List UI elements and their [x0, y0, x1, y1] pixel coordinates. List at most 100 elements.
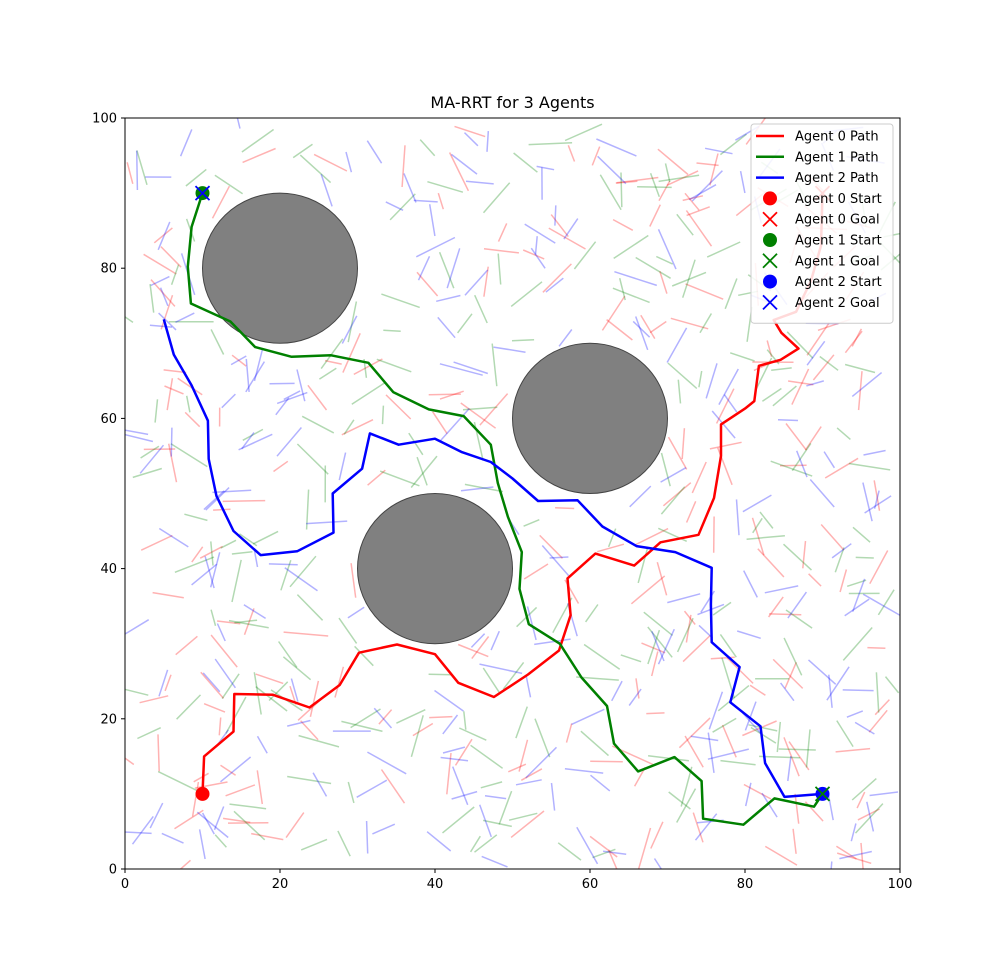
tree-branch-agent-1 — [482, 667, 501, 695]
tree-branch-agent-1 — [457, 313, 473, 334]
tree-branch-agent-0 — [691, 461, 707, 494]
tree-branch-agent-2 — [484, 795, 507, 800]
tree-branch-agent-2 — [705, 363, 718, 399]
tree-branch-agent-2 — [667, 593, 701, 604]
tree-branch-agent-1 — [680, 766, 693, 807]
legend: Agent 0 Path Agent 1 Path Agent 2 Path Agen… — [750, 123, 894, 324]
tree-branch-agent-1 — [667, 362, 698, 390]
tree-branch-agent-0 — [341, 419, 374, 436]
y-tick-label: 60 — [100, 412, 117, 427]
y-tick-label: 80 — [100, 262, 117, 277]
tree-branch-agent-2 — [842, 689, 874, 692]
tree-branch-agent-2 — [135, 150, 139, 191]
tree-branch-agent-2 — [545, 277, 564, 293]
tree-branch-agent-2 — [741, 712, 762, 735]
tree-branch-agent-1 — [523, 519, 540, 527]
tree-branch-agent-0 — [353, 358, 383, 376]
tree-branch-agent-2 — [213, 806, 225, 831]
tree-branch-agent-2 — [525, 674, 532, 698]
tree-branch-agent-1 — [746, 534, 785, 540]
tree-branch-agent-2 — [634, 316, 649, 351]
tree-branch-agent-1 — [252, 530, 279, 545]
tree-branch-agent-0 — [166, 378, 174, 411]
tree-branch-agent-0 — [194, 781, 228, 789]
tree-branch-agent-1 — [318, 367, 337, 380]
tree-branch-agent-0 — [255, 673, 284, 685]
tree-branch-agent-2 — [385, 201, 404, 211]
tree-branch-agent-0 — [218, 717, 222, 736]
tree-branch-agent-1 — [783, 637, 803, 676]
tree-branch-agent-1 — [676, 213, 694, 236]
tree-branch-agent-0 — [709, 153, 719, 186]
tree-branch-agent-0 — [589, 835, 618, 858]
tree-branch-agent-0 — [591, 146, 601, 166]
tree-branch-agent-2 — [823, 451, 836, 469]
tree-branch-agent-0 — [454, 125, 486, 138]
tree-branch-agent-1 — [185, 395, 191, 413]
tree-branch-agent-1 — [785, 609, 813, 629]
tree-branch-agent-0 — [692, 812, 704, 843]
tree-branch-agent-1 — [157, 770, 198, 792]
tree-branch-agent-2 — [873, 490, 880, 509]
tree-branch-agent-2 — [478, 804, 493, 838]
tree-branch-agent-2 — [437, 316, 456, 339]
tree-branch-agent-0 — [200, 671, 225, 699]
tree-branch-agent-1 — [637, 185, 672, 189]
tree-branch-agent-0 — [412, 722, 434, 737]
tree-branch-agent-1 — [268, 681, 289, 702]
tree-branch-agent-1 — [221, 673, 240, 700]
tree-branch-agent-0 — [550, 214, 569, 238]
tree-branch-agent-1 — [846, 579, 867, 588]
tree-branch-agent-2 — [844, 598, 870, 617]
tree-branch-agent-1 — [658, 174, 700, 183]
tree-branch-agent-0 — [615, 180, 638, 184]
tree-branch-agent-1 — [778, 748, 816, 751]
tree-branch-agent-0 — [684, 192, 700, 211]
tree-branch-agent-2 — [159, 287, 169, 307]
tree-branch-agent-1 — [231, 559, 242, 603]
tree-branch-agent-1 — [854, 803, 884, 834]
tree-branch-agent-2 — [158, 312, 177, 331]
tree-branch-agent-1 — [379, 470, 420, 487]
tree-branch-agent-2 — [515, 779, 542, 786]
tree-branch-agent-1 — [706, 241, 741, 258]
tree-branch-agent-1 — [376, 358, 412, 373]
tree-branch-agent-1 — [233, 810, 266, 841]
tree-branch-agent-1 — [724, 278, 738, 310]
tree-branch-agent-1 — [770, 460, 813, 477]
tree-branch-agent-1 — [305, 489, 310, 530]
tree-branch-agent-1 — [836, 720, 854, 747]
tree-branch-agent-1 — [428, 673, 452, 676]
tree-branch-agent-2 — [590, 774, 611, 792]
tree-branch-agent-1 — [877, 589, 895, 616]
tree-branch-agent-0 — [641, 642, 666, 654]
tree-branch-agent-0 — [431, 411, 448, 435]
tree-branch-agent-1 — [228, 619, 269, 629]
tree-branch-agent-1 — [643, 611, 673, 636]
tree-branch-agent-1 — [729, 352, 755, 362]
obstacle-0 — [202, 192, 358, 344]
tree-branch-agent-1 — [231, 551, 253, 555]
tree-branch-agent-2 — [367, 751, 407, 775]
tree-branch-agent-2 — [707, 732, 715, 774]
tree-branch-agent-1 — [140, 445, 160, 459]
tree-branch-agent-1 — [852, 526, 871, 543]
tree-branch-agent-1 — [239, 533, 258, 547]
tree-branch-agent-0 — [784, 662, 797, 689]
tree-branch-agent-2 — [149, 324, 173, 328]
tree-branch-agent-2 — [268, 563, 298, 566]
tree-branch-agent-2 — [230, 355, 247, 366]
legend-item: Agent 2 Goal — [762, 294, 880, 311]
tree-branch-agent-0 — [788, 741, 810, 771]
tree-branch-agent-1 — [528, 141, 573, 146]
tree-branch-agent-2 — [276, 427, 302, 457]
tree-branch-agent-2 — [704, 147, 733, 155]
tree-branch-agent-0 — [542, 263, 572, 293]
tree-branch-agent-0 — [309, 680, 320, 717]
tree-branch-agent-2 — [479, 663, 523, 675]
tree-branch-agent-1 — [580, 730, 609, 757]
tree-branch-agent-2 — [828, 674, 833, 708]
tree-branch-agent-2 — [481, 855, 508, 868]
tree-branch-agent-0 — [448, 152, 470, 192]
tree-branch-agent-1 — [381, 293, 420, 309]
